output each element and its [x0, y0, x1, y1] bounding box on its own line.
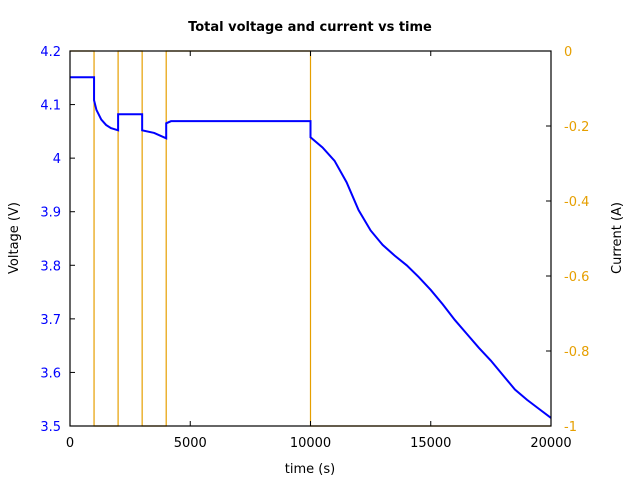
- voltage-line: [70, 76, 552, 419]
- series-layer: [70, 50, 552, 427]
- x-tick-label: 20000: [530, 436, 571, 451]
- y-tick-label: 3.7: [40, 313, 61, 328]
- x-tick-label: 15000: [410, 436, 451, 451]
- x-tick-label: 5000: [174, 436, 207, 451]
- y-tick-label: 3.6: [40, 366, 61, 381]
- y2-tick-label: -0.4: [564, 195, 589, 210]
- y-tick-label: 4: [53, 152, 61, 167]
- y-tick-label: 4.1: [40, 99, 61, 114]
- y-axis-left: 3.5 3.6 3.7 3.8 3.9 4 4.1 4.2: [40, 45, 75, 435]
- y-axis-label: Voltage (V): [7, 202, 22, 274]
- y-axis-right: -1 -0.8 -0.6 -0.4 -0.2 0: [546, 45, 589, 435]
- x-tick-label: 0: [66, 436, 74, 451]
- y-tick-label: 3.8: [40, 259, 61, 274]
- y2-tick-label: -1: [564, 420, 577, 435]
- y2-tick-label: -0.6: [564, 270, 589, 285]
- y2-axis-label: Current (A): [610, 202, 625, 274]
- chart-title: Total voltage and current vs time: [188, 20, 432, 35]
- y2-tick-label: -0.2: [564, 120, 589, 135]
- y2-tick-label: -0.8: [564, 345, 589, 360]
- y-tick-label: 4.2: [40, 45, 61, 60]
- current-line: [70, 50, 551, 427]
- y-tick-label: 3.5: [40, 420, 61, 435]
- y2-tick-label: 0: [564, 45, 572, 60]
- x-axis-label: time (s): [285, 462, 335, 477]
- x-axis: 0 5000 10000 15000 20000: [66, 51, 572, 451]
- x-tick-label: 10000: [290, 436, 331, 451]
- y-tick-label: 3.9: [40, 206, 61, 221]
